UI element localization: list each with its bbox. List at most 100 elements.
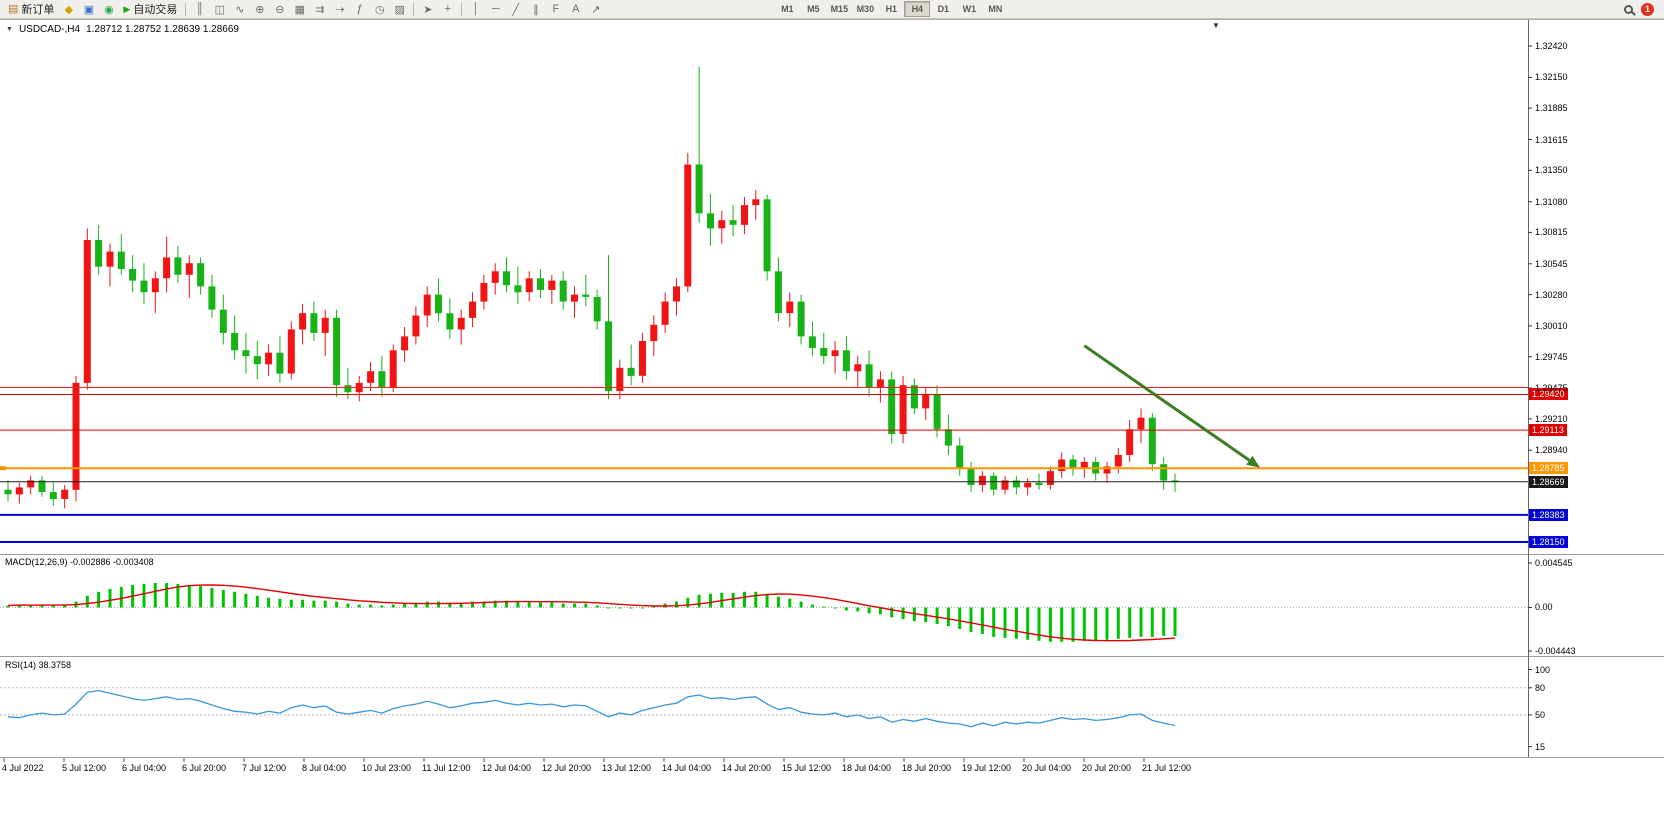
macd-histogram-bar <box>539 602 542 608</box>
macd-histogram-bar <box>935 607 939 625</box>
macd-histogram-bar <box>856 607 860 612</box>
line-chart-icon[interactable]: ∿ <box>235 3 245 16</box>
candle-body <box>673 286 680 302</box>
candle-body <box>729 220 737 225</box>
candle-body <box>1126 429 1134 455</box>
timeframe-h4[interactable]: H4 <box>904 1 931 17</box>
timeframe-m30[interactable]: M30 <box>856 4 875 14</box>
channel-icon[interactable]: ∥ <box>533 3 539 16</box>
macd-histogram-bar <box>210 587 214 608</box>
macd-histogram-bar <box>618 607 622 609</box>
candle-body <box>888 379 896 434</box>
toolbar-right-group: 1 <box>1624 2 1660 16</box>
candle-body <box>503 271 510 286</box>
macd-histogram-bar <box>527 601 531 608</box>
candle-body <box>752 199 760 206</box>
candle-body <box>333 317 341 386</box>
templates-icon[interactable]: ▨ <box>394 3 406 16</box>
text-tool-icon[interactable]: A <box>572 3 580 15</box>
timeframe-m1[interactable]: M1 <box>781 4 794 14</box>
candle-body <box>1001 480 1009 490</box>
new-order-icon: ▤ <box>8 2 19 15</box>
crosshair-icon[interactable]: + <box>444 3 452 15</box>
search-icon[interactable] <box>1624 4 1633 14</box>
timeframe-group: M1 M5 M15 M30 H1 H4 D1 W1 MN <box>774 1 1008 17</box>
macd-histogram-bar <box>595 605 599 608</box>
data-window-icon[interactable]: ▣ <box>83 3 95 16</box>
candle-body <box>990 475 998 490</box>
candle-body <box>457 317 465 330</box>
main-toolbar: ▤ 新订单 ◆ ▣ ◉ ▶ 自动交易 ║ ◫ ∿ ⊕ ⊖ ▦ ⇉ ⇢ ƒ ◷ ▨… <box>0 0 1664 19</box>
cursor-icon[interactable]: ➤ <box>423 3 433 16</box>
macd-histogram-bar <box>901 607 905 620</box>
notification-badge[interactable]: 1 <box>1641 2 1654 16</box>
autotrading-button[interactable]: ▶ 自动交易 <box>119 1 181 18</box>
macd-histogram-bar <box>221 589 225 608</box>
candle-body <box>967 468 975 486</box>
macd-histogram-bar <box>255 595 259 608</box>
timeframe-d1[interactable]: D1 <box>937 4 950 14</box>
candle-body <box>876 379 884 388</box>
vertical-line-icon[interactable]: │ <box>472 3 480 15</box>
chart-shift-icon[interactable]: ⇢ <box>335 3 345 16</box>
candle-body <box>1080 461 1088 469</box>
trendline-icon[interactable]: ╱ <box>512 3 520 16</box>
macd-histogram-bar <box>493 600 497 608</box>
macd-histogram-bar <box>776 596 780 608</box>
macd-histogram-bar <box>1094 607 1098 641</box>
bar-chart-icon[interactable]: ║ <box>195 3 204 15</box>
macd-histogram-bar <box>709 593 712 608</box>
zoom-in-icon[interactable]: ⊕ <box>255 3 265 16</box>
macd-histogram-bar <box>822 606 826 608</box>
timeframe-mn[interactable]: MN <box>988 4 1003 14</box>
timeframe-m5[interactable]: M5 <box>807 4 820 14</box>
ohlc-values: 1.28712 1.28752 1.28639 1.28669 <box>86 24 239 35</box>
candle-body <box>1035 482 1043 486</box>
macd-histogram-bar <box>584 603 588 608</box>
tile-windows-icon[interactable]: ▦ <box>294 3 306 16</box>
candle-body <box>185 263 193 275</box>
new-order-button[interactable]: ▤ 新订单 <box>4 1 58 18</box>
candle-body <box>344 385 352 393</box>
macd-histogram-bar <box>437 601 440 608</box>
macd-histogram-bar <box>301 599 305 608</box>
candle-body <box>922 394 930 409</box>
macd-histogram-bar <box>119 586 123 608</box>
macd-histogram-bar <box>425 601 429 608</box>
timeframe-w1[interactable]: W1 <box>962 4 977 14</box>
candlestick-chart-icon[interactable]: ◫ <box>214 3 226 16</box>
rsi-line <box>7 689 1176 728</box>
timeframe-h1[interactable]: H1 <box>885 4 898 14</box>
candle-body <box>978 475 986 486</box>
macd-histogram-bar <box>244 593 248 608</box>
candle-body <box>559 280 567 302</box>
timeframe-m15[interactable]: M15 <box>830 4 849 14</box>
candle-body <box>117 251 125 269</box>
indicators-icon[interactable]: ƒ <box>356 3 363 15</box>
macd-histogram-bar <box>867 607 871 614</box>
trend-arrow[interactable] <box>1083 344 1251 462</box>
arrows-tool-icon[interactable]: ↗ <box>591 3 601 16</box>
candle-body <box>616 367 624 391</box>
macd-histogram-bar <box>743 591 746 608</box>
periods-icon[interactable]: ◷ <box>375 3 385 16</box>
macd-histogram-bar <box>142 584 146 608</box>
chart-collapse-icon[interactable]: ▼ <box>6 26 13 33</box>
toolbar-separator <box>461 2 463 16</box>
market-watch-icon[interactable]: ◆ <box>64 3 74 16</box>
macd-histogram-bar <box>1003 607 1007 638</box>
navigator-icon[interactable]: ◉ <box>104 3 114 16</box>
candle-body <box>525 278 533 293</box>
candle-body <box>1046 471 1054 485</box>
macd-histogram-bar <box>1060 607 1064 642</box>
macd-histogram-bar <box>844 607 848 611</box>
fibonacci-icon[interactable]: F <box>552 3 560 15</box>
macd-histogram-bar <box>1162 607 1166 636</box>
macd-histogram-bar <box>289 599 293 608</box>
candle-body <box>1012 480 1020 488</box>
auto-scroll-icon[interactable]: ⇉ <box>315 3 325 16</box>
zoom-out-icon[interactable]: ⊖ <box>275 3 285 16</box>
chart-shift-marker[interactable]: ▼ <box>1212 21 1220 30</box>
horizontal-line-icon[interactable]: ─ <box>491 3 500 15</box>
